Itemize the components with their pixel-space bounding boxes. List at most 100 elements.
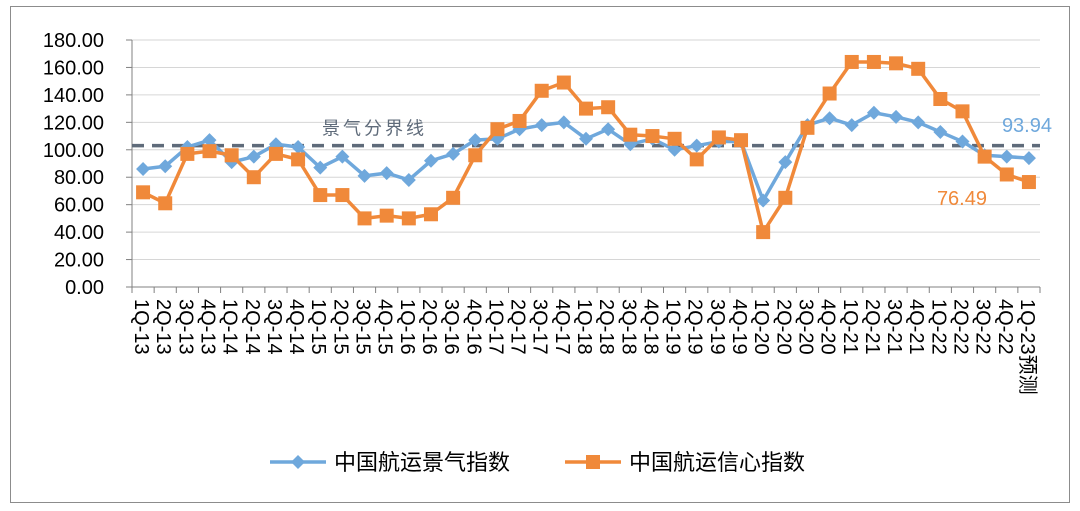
data-point-confidence xyxy=(335,188,350,203)
series-group xyxy=(136,54,1036,240)
x-tick-label: 3Q-13 xyxy=(174,299,196,355)
data-point-confidence xyxy=(645,129,660,144)
data-point-confidence xyxy=(933,92,948,107)
x-tick-label: 1Q-21 xyxy=(839,299,861,355)
x-tick-label: 2Q-19 xyxy=(684,299,706,355)
y-tick-label: 140.00 xyxy=(43,85,104,107)
data-point-climate xyxy=(579,131,593,146)
data-point-confidence xyxy=(844,54,859,69)
data-point-confidence xyxy=(667,131,682,146)
data-point-confidence xyxy=(601,100,616,115)
x-tick-label: 1Q-20 xyxy=(750,299,772,355)
x-tick-label: 4Q-18 xyxy=(639,299,661,355)
y-tick-label: 40.00 xyxy=(54,222,104,244)
data-point-climate xyxy=(357,168,372,183)
x-tick-label: 4Q-17 xyxy=(551,299,573,355)
y-tick-label: 60.00 xyxy=(54,195,104,217)
data-point-confidence xyxy=(512,113,527,128)
data-point-climate xyxy=(446,146,461,161)
x-tick-label: 2Q-13 xyxy=(152,299,174,355)
data-point-climate xyxy=(158,159,173,174)
x-tick-label: 3Q-22 xyxy=(972,299,994,355)
data-point-confidence xyxy=(999,167,1014,182)
y-tick-label: 180.00 xyxy=(43,30,104,52)
legend: 中国航运景气指数 中国航运信心指数 xyxy=(270,450,805,475)
data-point-confidence xyxy=(468,148,483,163)
data-point-climate xyxy=(379,166,394,181)
data-point-climate xyxy=(933,124,948,139)
data-point-climate xyxy=(246,149,261,164)
data-point-confidence xyxy=(955,104,970,119)
x-tick-label: 3Q-14 xyxy=(263,299,285,355)
data-point-confidence xyxy=(534,83,549,98)
data-point-climate xyxy=(955,134,970,149)
data-point-confidence xyxy=(623,127,638,142)
data-point-confidence xyxy=(556,75,571,90)
data-point-climate xyxy=(291,140,306,155)
x-axis: 1Q-13 2Q-13 3Q-13 4Q-13 1Q-14 2Q-14 3Q-14 4Q-14… xyxy=(130,287,1041,395)
x-tick-label: 1Q-23预测 xyxy=(1016,299,1039,395)
x-tick-label: 4Q-19 xyxy=(728,299,750,355)
x-tick-label: 3Q-16 xyxy=(440,299,462,355)
x-tick-label: 3Q-20 xyxy=(794,299,816,355)
data-point-climate xyxy=(822,111,837,126)
x-tick-label: 2Q-16 xyxy=(418,299,440,355)
data-point-confidence xyxy=(822,86,837,101)
data-point-confidence xyxy=(224,148,239,163)
data-point-confidence xyxy=(734,133,749,148)
x-tick-label: 2Q-14 xyxy=(241,299,263,355)
x-tick-label: 1Q-14 xyxy=(219,299,241,355)
data-point-climate xyxy=(689,138,704,153)
data-point-climate xyxy=(335,149,350,164)
annotations: 93.94 76.49 xyxy=(937,115,1052,210)
data-point-confidence xyxy=(866,54,881,69)
x-tick-label: 3Q-17 xyxy=(529,299,551,355)
x-tick-label: 1Q-22 xyxy=(927,299,949,355)
data-point-climate xyxy=(889,109,904,124)
data-point-confidence xyxy=(756,225,771,240)
data-point-confidence xyxy=(180,146,195,161)
data-point-climate xyxy=(778,155,793,170)
x-tick-label: 1Q-16 xyxy=(396,299,418,355)
data-point-confidence xyxy=(1021,175,1036,190)
data-point-confidence xyxy=(423,207,438,222)
data-point-climate xyxy=(423,153,438,168)
data-point-confidence xyxy=(911,61,926,76)
gridlines xyxy=(132,39,1040,288)
data-point-confidence xyxy=(977,149,992,164)
y-axis: 0.00 20.00 40.00 60.00 80.00 100.00 120.00 140.… xyxy=(43,30,133,299)
x-tick-label: 3Q-15 xyxy=(352,299,374,355)
chart-frame xyxy=(10,6,1070,503)
y-tick-label: 100.00 xyxy=(43,140,104,162)
legend-item-climate: 中国航运景气指数 xyxy=(270,450,510,475)
x-tick-label: 3Q-18 xyxy=(617,299,639,355)
data-point-climate xyxy=(1021,151,1036,166)
x-tick-label: 4Q-22 xyxy=(994,299,1016,355)
data-point-confidence xyxy=(711,130,726,145)
data-point-climate xyxy=(401,172,416,187)
data-point-confidence xyxy=(202,144,217,159)
legend-item-confidence: 中国航运信心指数 xyxy=(565,450,805,475)
y-tick-label: 0.00 xyxy=(65,277,104,299)
x-tick-label: 3Q-19 xyxy=(706,299,728,355)
annotation-climate-last: 93.94 xyxy=(1002,115,1052,137)
x-tick-label: 4Q-13 xyxy=(197,299,219,355)
data-point-confidence xyxy=(689,152,704,167)
x-tick-label: 2Q-17 xyxy=(507,299,529,355)
x-tick-label: 2Q-15 xyxy=(329,299,351,355)
data-point-climate xyxy=(601,122,616,137)
data-point-confidence xyxy=(313,188,328,203)
x-tick-label: 1Q-18 xyxy=(573,299,595,355)
data-point-climate xyxy=(202,133,217,148)
x-tick-label: 1Q-19 xyxy=(662,299,684,355)
data-point-confidence xyxy=(246,170,261,185)
annotation-confidence-last: 76.49 xyxy=(937,188,987,210)
data-point-climate xyxy=(313,160,328,175)
x-tick-label: 2Q-18 xyxy=(595,299,617,355)
x-tick-label: 2Q-20 xyxy=(772,299,794,355)
data-point-confidence xyxy=(291,152,306,167)
y-tick-label: 120.00 xyxy=(43,112,104,134)
data-point-climate xyxy=(468,133,483,148)
x-tick-label: 4Q-21 xyxy=(905,299,927,355)
